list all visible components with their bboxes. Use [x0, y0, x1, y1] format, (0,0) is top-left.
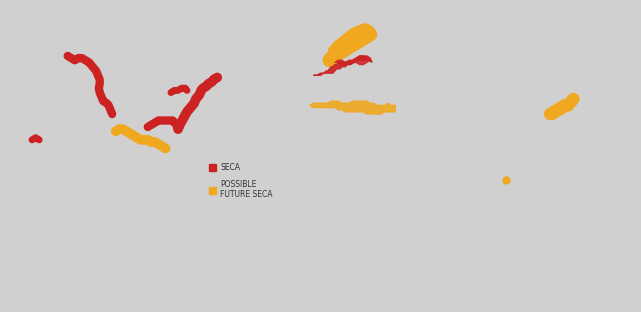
Polygon shape: [313, 56, 372, 75]
Polygon shape: [310, 101, 395, 114]
Polygon shape: [335, 56, 370, 65]
Legend: SECA, POSSIBLE
FUTURE SECA: SECA, POSSIBLE FUTURE SECA: [206, 160, 276, 202]
